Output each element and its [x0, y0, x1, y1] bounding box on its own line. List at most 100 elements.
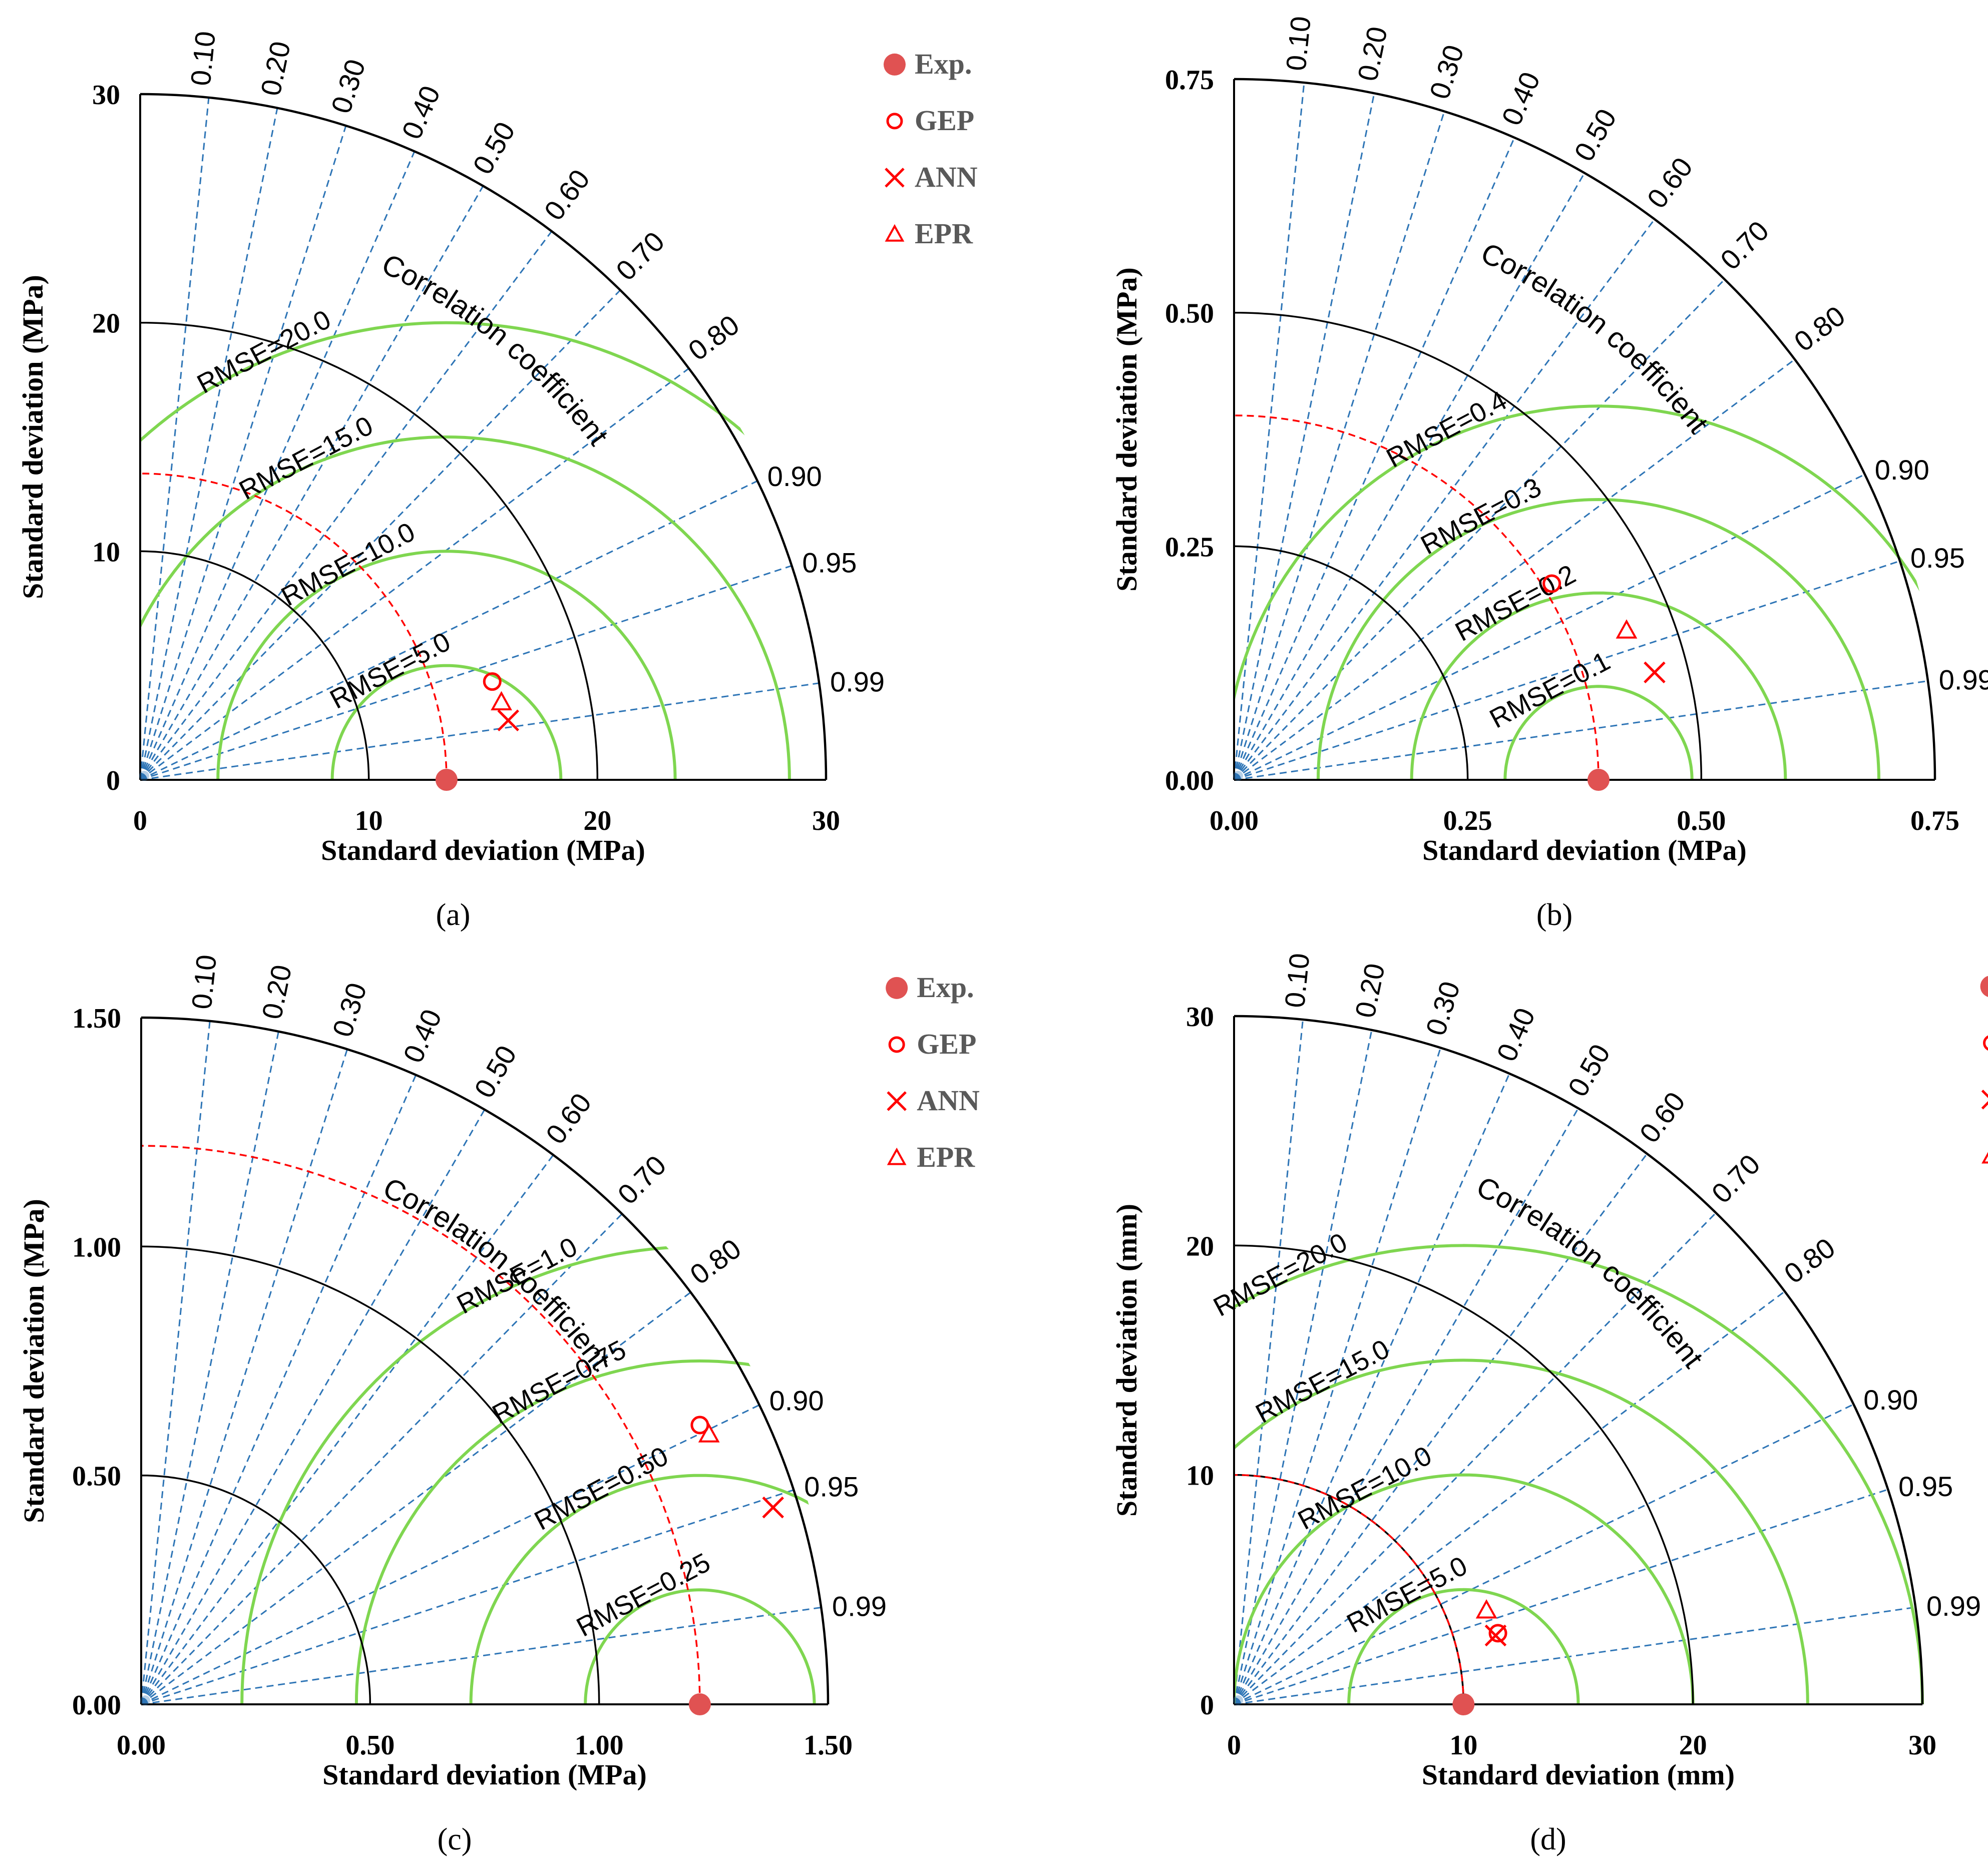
correlation-tick-label: 0.50 [468, 1040, 523, 1103]
correlation-tick-label: 0.20 [254, 39, 296, 98]
correlation-tick-label: 0.95 [1898, 1471, 1953, 1502]
legend-marker-ann [885, 168, 905, 188]
y-tick-label: 20 [1186, 1231, 1214, 1262]
correlation-tick-label: 0.30 [325, 56, 371, 117]
correlation-line [140, 480, 758, 781]
x-axis-title: Standard deviation (MPa) [322, 1758, 647, 1791]
correlation-line [1234, 1606, 1916, 1705]
x-tick-label: 0.25 [1443, 805, 1492, 836]
correlation-line [1233, 219, 1656, 780]
point-ann [762, 1496, 784, 1519]
correlation-line [1234, 560, 1900, 781]
point-epr [698, 1423, 720, 1443]
std-arc [140, 93, 828, 780]
x-tick-label: 10 [355, 805, 383, 836]
legend-marker-exp [1980, 976, 1988, 997]
point-exp [435, 769, 458, 791]
y-tick-label: 1.50 [72, 1003, 121, 1034]
std-arc [1234, 311, 1703, 780]
rmse-arc [354, 1359, 838, 1704]
correlation-tick-label: 0.10 [1279, 952, 1316, 1009]
rmse-arc [140, 435, 791, 780]
correlation-line [1233, 111, 1445, 780]
legend-marker-gep [1983, 1035, 1988, 1051]
y-tick-label: 0.50 [1165, 298, 1214, 329]
taylor-panel-b: 0.10 0.20 0.30 0.40 0.50 0.60 0.700.80 0.90 0.95… [1110, 15, 1988, 932]
rmse-arc [584, 1588, 816, 1704]
rmse-arc [140, 321, 836, 780]
correlation-line [141, 1489, 794, 1705]
legend-marker-ann [1981, 1089, 1988, 1110]
point-ann [1484, 1624, 1507, 1647]
y-axis-title: Standard deviation (MPa) [17, 275, 49, 599]
correlation-tick-label: 0.40 [397, 1005, 448, 1067]
y-tick-label: 0 [106, 765, 120, 796]
correlation-tick-label: 0.10 [1280, 15, 1317, 73]
y-axis-title: Standard deviation (MPa) [1110, 267, 1143, 592]
correlation-tick-label: 0.20 [256, 962, 298, 1022]
std-arc [1234, 545, 1469, 780]
correlation-line [139, 108, 278, 780]
rmse-arc [330, 664, 563, 780]
correlation-tick-label: 0.99 [1926, 1590, 1981, 1622]
correlation-tick-label: 0.20 [1351, 24, 1393, 84]
x-tick-label: 20 [1679, 1730, 1707, 1761]
rmse-arc [1234, 1358, 1809, 1704]
rmse-arc [1347, 1588, 1580, 1704]
std-arc [1234, 1244, 1694, 1705]
rmse-arc [1410, 591, 1787, 780]
point-exp [1587, 769, 1610, 791]
y-tick-label: 0.75 [1165, 65, 1214, 96]
x-axis-title: Standard deviation (MPa) [321, 834, 645, 866]
y-tick-label: 0.25 [1165, 532, 1214, 563]
y-tick-label: 1.00 [72, 1232, 121, 1263]
correlation-line [1234, 1404, 1854, 1705]
legend-label: EPR [917, 1141, 975, 1173]
correlation-line [140, 1031, 279, 1705]
panel-label: (c) [438, 1822, 472, 1856]
legend-label: GEP [915, 104, 974, 137]
reference-std-arc [141, 1145, 701, 1705]
correlation-axis-title: Correlation coefficient [377, 248, 615, 451]
y-tick-label: 30 [92, 80, 120, 111]
point-gep [1542, 574, 1561, 593]
legend-label: ANN [915, 161, 978, 193]
origin-marker [140, 1695, 150, 1705]
rmse-arc [469, 1474, 838, 1704]
legend-marker-epr [887, 1147, 907, 1165]
correlation-tick-label: 0.40 [1490, 1003, 1541, 1066]
reference-std-arc [1234, 1474, 1465, 1704]
x-tick-label: 30 [1908, 1730, 1936, 1761]
x-tick-label: 0 [1227, 1730, 1241, 1761]
correlation-line [1234, 474, 1865, 781]
rmse-arc [216, 550, 677, 780]
point-gep [483, 672, 502, 691]
taylor-panel-a: 0.10 0.20 0.30 0.40 0.50 0.600.700.80 0.90 0.95… [17, 30, 978, 932]
point-gep [1488, 1624, 1507, 1643]
correlation-tick-label: 0.40 [1495, 67, 1546, 130]
point-epr [1475, 1599, 1497, 1619]
y-axis-title: Standard deviation (mm) [1110, 1204, 1143, 1517]
x-axis-title: Standard deviation (MPa) [1422, 834, 1747, 866]
correlation-tick-label: 0.10 [184, 30, 221, 87]
rmse-arc [1234, 1244, 1924, 1704]
y-tick-label: 30 [1186, 1002, 1214, 1033]
point-exp [1452, 1693, 1475, 1715]
x-tick-label: 30 [812, 805, 840, 836]
origin-marker [1233, 1695, 1243, 1705]
legend-label: GEP [917, 1028, 976, 1060]
rmse-label: RMSE=5.0 [325, 627, 455, 715]
correlation-line [140, 1074, 417, 1705]
y-tick-label: 0.00 [72, 1690, 121, 1721]
correlation-line [140, 682, 820, 781]
y-tick-label: 0.50 [72, 1461, 121, 1492]
rmse-label: RMSE=10.0 [276, 517, 420, 612]
legend-label: Exp. [917, 971, 974, 1004]
legend-marker-ann [887, 1091, 907, 1111]
correlation-line [1233, 172, 1585, 780]
y-tick-label: 10 [92, 537, 120, 568]
correlation-tick-label: 0.50 [467, 117, 521, 180]
std-arc [1234, 1015, 1924, 1705]
